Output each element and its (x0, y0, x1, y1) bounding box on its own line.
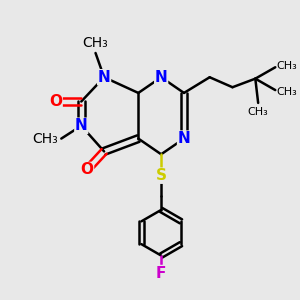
Text: O: O (49, 94, 62, 109)
Text: N: N (98, 70, 110, 85)
Text: CH₃: CH₃ (277, 61, 298, 71)
Text: S: S (156, 168, 167, 183)
Text: N: N (155, 70, 167, 85)
Text: O: O (80, 163, 94, 178)
Text: CH₃: CH₃ (248, 107, 268, 117)
Text: CH₃: CH₃ (277, 86, 298, 97)
Text: F: F (156, 266, 166, 280)
Text: CH₃: CH₃ (83, 36, 108, 50)
Text: N: N (178, 131, 190, 146)
Text: N: N (75, 118, 88, 133)
Text: CH₃: CH₃ (33, 132, 58, 145)
